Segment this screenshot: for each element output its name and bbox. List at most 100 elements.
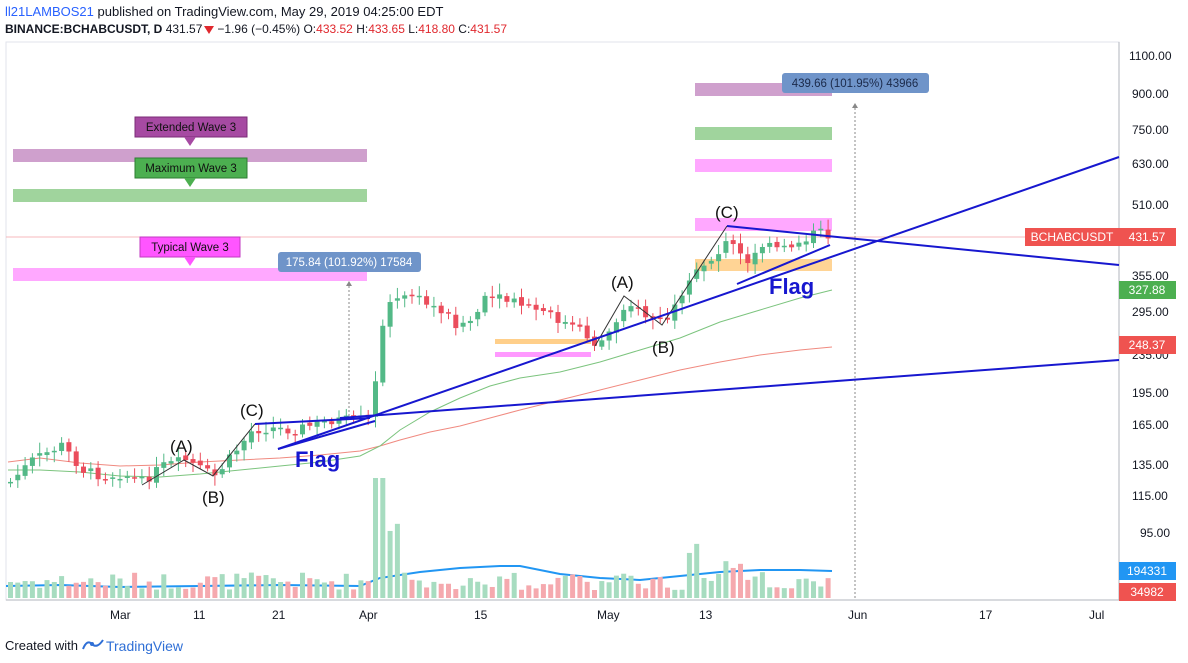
right-typical-band-2[interactable] <box>695 218 832 231</box>
candle-body[interactable] <box>745 254 751 264</box>
candle-body[interactable] <box>613 322 619 333</box>
trendline-base[interactable] <box>339 359 1120 419</box>
candle-body[interactable] <box>716 254 722 262</box>
candle-body[interactable] <box>562 321 568 324</box>
candle-body[interactable] <box>190 459 196 463</box>
candle-body[interactable] <box>248 431 254 443</box>
candle-body[interactable] <box>387 302 393 327</box>
candle-body[interactable] <box>606 331 612 341</box>
candlestick-series[interactable] <box>8 219 831 490</box>
ma-slow-tag[interactable]: 248.37 <box>1119 336 1176 354</box>
candle-body[interactable] <box>263 432 269 435</box>
candle-body[interactable] <box>657 317 663 319</box>
candle-body[interactable] <box>679 295 685 304</box>
candle-body[interactable] <box>665 317 670 320</box>
flag-right-top[interactable] <box>726 225 1120 266</box>
maximum-wave-band[interactable] <box>13 189 367 202</box>
candle-body[interactable] <box>285 428 291 434</box>
flag-left-top[interactable] <box>254 417 371 425</box>
candle-body[interactable] <box>708 260 714 264</box>
candle-body[interactable] <box>467 320 473 324</box>
candle-body[interactable] <box>270 427 276 432</box>
candle-body[interactable] <box>44 452 50 455</box>
extended-wave-band[interactable] <box>13 149 367 162</box>
candle-body[interactable] <box>767 242 773 247</box>
candle-body[interactable] <box>37 453 43 456</box>
candle-body[interactable] <box>504 296 510 302</box>
candle-body[interactable] <box>599 340 605 347</box>
candle-body[interactable] <box>526 304 532 306</box>
candle-body[interactable] <box>811 230 816 244</box>
candle-body[interactable] <box>825 229 831 239</box>
candle-body[interactable] <box>380 325 386 383</box>
candle-body[interactable] <box>234 450 240 455</box>
candle-body[interactable] <box>329 421 335 425</box>
symbol-price-tag[interactable]: BCHABCUSDT 431.57 <box>1025 228 1176 246</box>
candle-body[interactable] <box>15 474 21 481</box>
candle-body[interactable] <box>672 304 678 321</box>
maximum-wave-callout[interactable]: Maximum Wave 3 <box>134 157 248 187</box>
candle-body[interactable] <box>183 455 189 461</box>
mid-orange-band[interactable] <box>495 339 591 344</box>
candle-body[interactable] <box>146 476 152 482</box>
candle-body[interactable] <box>738 243 743 254</box>
candle-body[interactable] <box>781 245 787 248</box>
candle-body[interactable] <box>752 252 758 265</box>
candle-body[interactable] <box>212 469 218 476</box>
candle-body[interactable] <box>110 477 116 479</box>
candle-body[interactable] <box>314 421 320 427</box>
candle-body[interactable] <box>453 314 459 329</box>
candle-body[interactable] <box>643 306 649 318</box>
price-axis[interactable]: 1100.00 900.00 750.00 630.00 510.00 355.… <box>1129 49 1172 540</box>
ma-fast-tag[interactable]: 327.88 <box>1119 281 1176 299</box>
candle-body[interactable] <box>774 241 780 248</box>
candle-body[interactable] <box>803 241 809 245</box>
candle-body[interactable] <box>584 325 590 339</box>
typical-wave-band[interactable] <box>13 268 367 281</box>
candle-body[interactable] <box>577 324 583 327</box>
candle-body[interactable] <box>511 298 517 303</box>
candle-body[interactable] <box>168 461 174 464</box>
candle-body[interactable] <box>351 415 357 417</box>
time-axis[interactable]: Mar 11 21 Apr 15 May 13 Jun 17 Jul <box>110 608 1104 622</box>
candle-body[interactable] <box>540 308 546 311</box>
candle-body[interactable] <box>555 312 561 323</box>
symbol-label[interactable]: BINANCE:BCHABCUSDT, D <box>5 22 163 36</box>
candle-body[interactable] <box>475 311 481 320</box>
candle-body[interactable] <box>73 451 79 466</box>
mid-pink-band[interactable] <box>495 352 591 357</box>
candle-body[interactable] <box>278 427 284 430</box>
volume-ma-tag[interactable]: 194331 <box>1119 562 1176 580</box>
candle-body[interactable] <box>307 422 313 426</box>
candle-body[interactable] <box>241 440 247 451</box>
candle-body[interactable] <box>482 295 488 313</box>
candle-body[interactable] <box>102 479 108 481</box>
candle-body[interactable] <box>533 304 539 310</box>
measure-right[interactable]: 439.66 (101.95%) 43966 <box>782 73 929 598</box>
candle-body[interactable] <box>621 309 627 322</box>
candle-body[interactable] <box>205 465 211 469</box>
candle-body[interactable] <box>8 481 13 484</box>
tradingview-brand-link[interactable]: TradingView <box>105 637 184 654</box>
candle-body[interactable] <box>789 244 795 248</box>
candle-body[interactable] <box>81 466 86 473</box>
candle-body[interactable] <box>460 322 466 327</box>
volume-tag[interactable]: 34982 <box>1119 583 1176 601</box>
candle-body[interactable] <box>300 424 305 435</box>
candle-body[interactable] <box>759 246 765 254</box>
candle-body[interactable] <box>628 306 634 312</box>
candle-body[interactable] <box>519 297 524 306</box>
candle-body[interactable] <box>686 280 692 295</box>
candle-body[interactable] <box>95 467 101 480</box>
flag-left-bottom[interactable] <box>277 420 376 450</box>
candle-body[interactable] <box>373 381 378 417</box>
trendline-long[interactable] <box>277 156 1120 450</box>
candle-body[interactable] <box>446 312 451 314</box>
candle-body[interactable] <box>88 468 94 472</box>
right-typical-band-1[interactable] <box>695 159 832 172</box>
candle-body[interactable] <box>548 310 554 313</box>
candle-body[interactable] <box>132 477 138 479</box>
right-orange-band[interactable] <box>695 259 832 271</box>
typical-wave-callout[interactable]: Typical Wave 3 <box>139 236 241 266</box>
candle-body[interactable] <box>402 295 408 299</box>
